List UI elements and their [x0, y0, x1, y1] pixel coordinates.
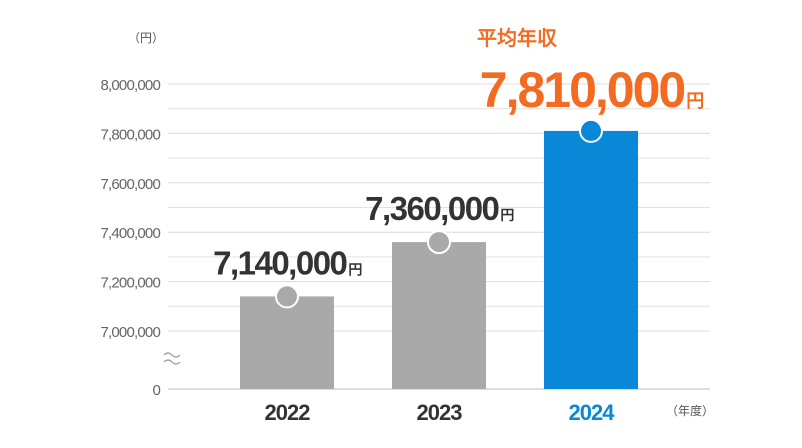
x-unit: （年度） — [666, 403, 714, 418]
value-unit: 円 — [686, 91, 703, 111]
x-tick-label: 2024 — [569, 400, 616, 425]
value-number: 7,140,000 — [213, 244, 346, 281]
y-tick-label: 7,400,000 — [100, 225, 160, 242]
y-tick-label: 0 — [152, 382, 160, 399]
value-label: 7,360,000 円 — [365, 190, 514, 227]
annotation: 平均年収 — [477, 26, 558, 50]
y-tick-label: 7,800,000 — [100, 126, 160, 143]
x-tick-label: 2022 — [265, 400, 311, 425]
y-tick-label: 7,200,000 — [100, 275, 160, 292]
bar — [544, 130, 638, 389]
value-label: 7,810,000 円 — [480, 62, 703, 118]
y-tick-label: 7,000,000 — [100, 324, 160, 341]
bar-dot — [427, 230, 451, 255]
y-unit: （円） — [128, 31, 164, 45]
value-number: 7,360,000 — [365, 190, 498, 227]
bar-dot — [579, 118, 603, 143]
y-tick-label: 7,600,000 — [100, 176, 160, 193]
x-tick-label: 2023 — [417, 400, 463, 425]
value-label: 7,140,000 円 — [213, 244, 362, 281]
value-unit: 円 — [348, 261, 362, 277]
bar-dot — [275, 284, 299, 309]
bar — [240, 296, 334, 389]
value-unit: 円 — [500, 207, 514, 223]
y-tick-label: 8,000,000 — [100, 77, 160, 94]
bar — [392, 242, 486, 389]
value-number: 7,810,000 — [480, 62, 685, 118]
axis-break — [163, 352, 181, 365]
